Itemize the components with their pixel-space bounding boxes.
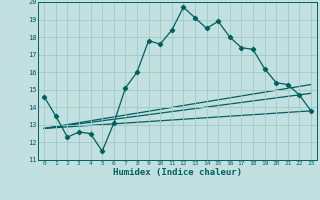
X-axis label: Humidex (Indice chaleur): Humidex (Indice chaleur) xyxy=(113,168,242,177)
